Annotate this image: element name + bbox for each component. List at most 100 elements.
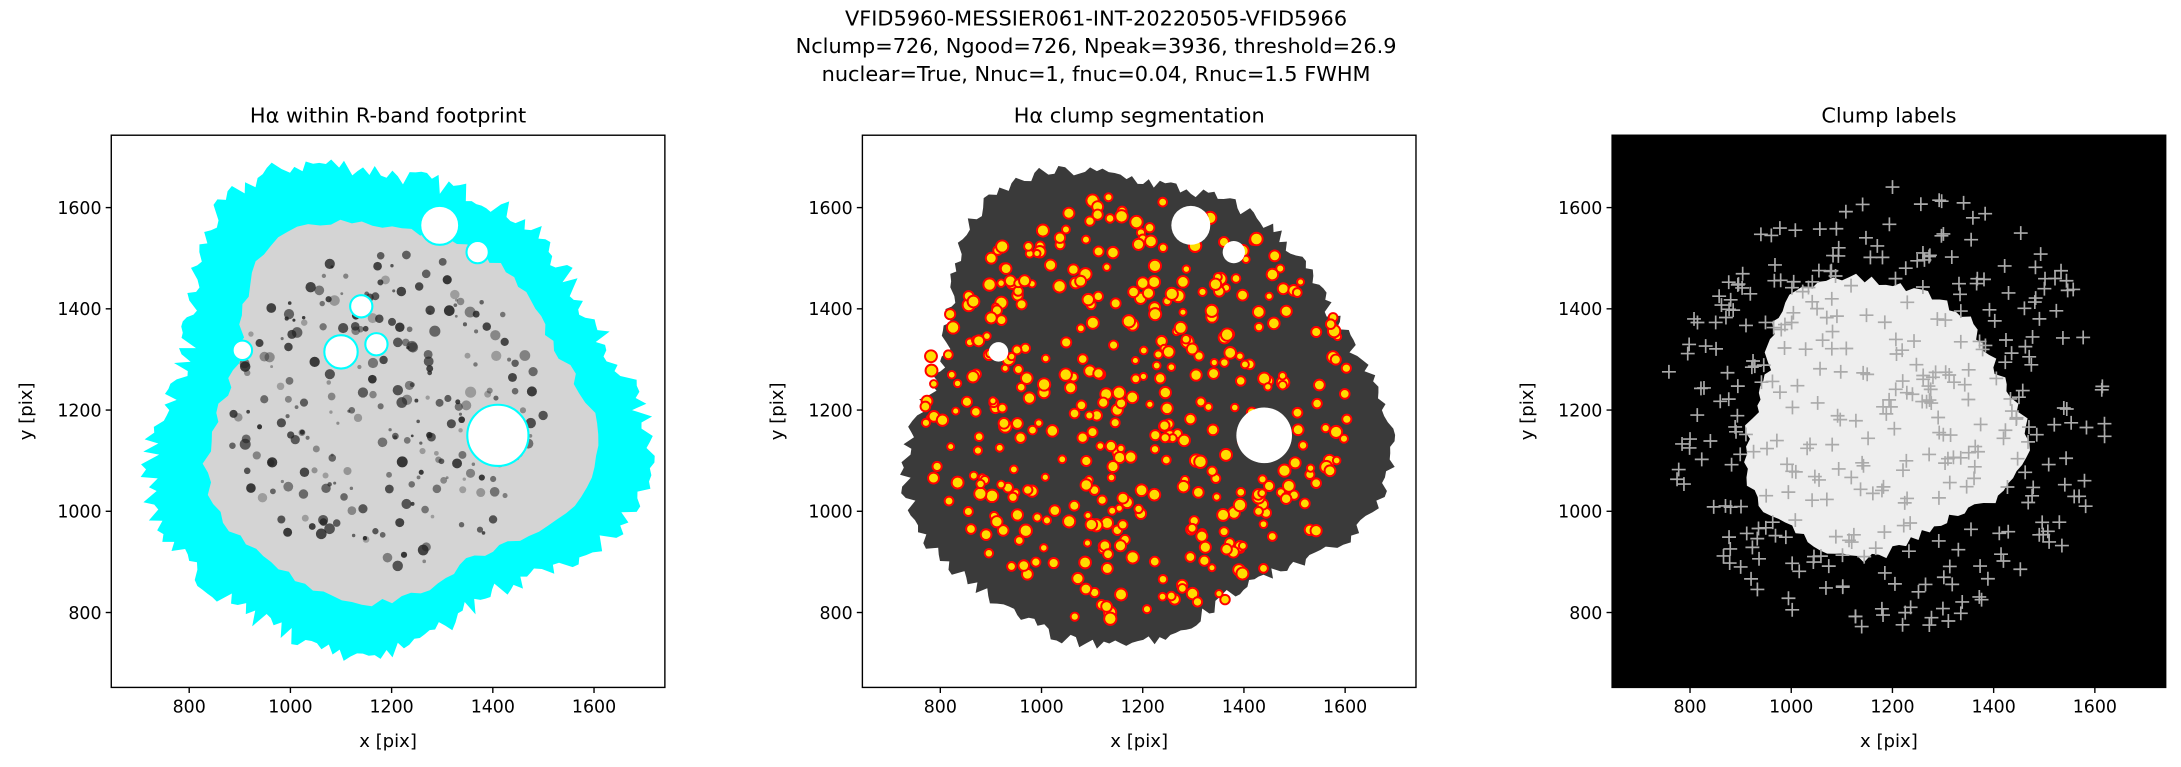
clump-label (1788, 513, 1803, 527)
hii-region (299, 467, 310, 477)
mask (1171, 205, 1211, 245)
clump (1147, 275, 1162, 289)
clump (1329, 353, 1342, 366)
clump-label (1835, 580, 1850, 595)
clump-label (2001, 285, 2016, 300)
clump-label (1901, 544, 1916, 559)
clump (1296, 277, 1306, 287)
hii-region (329, 295, 340, 306)
clump-label (1825, 324, 1840, 339)
clump (1176, 479, 1191, 494)
hii-region (285, 377, 294, 385)
mask (988, 342, 1009, 362)
hii-region (502, 493, 508, 499)
clump-label (1819, 492, 1834, 507)
clump (920, 417, 931, 428)
clump (1159, 432, 1171, 444)
clump-label (1830, 408, 1845, 423)
hii-region (438, 458, 445, 465)
y-tick-label: 800 (68, 604, 101, 624)
hii-region (353, 413, 363, 423)
clump (1071, 571, 1085, 586)
clump (1206, 423, 1220, 437)
clump-label (1961, 392, 1976, 407)
clump (1264, 291, 1274, 301)
clump (990, 515, 1004, 529)
clump-label (1918, 577, 1933, 592)
clump-label (2017, 301, 2032, 316)
x-tick-label: 1600 (572, 697, 616, 717)
hii-region (476, 526, 484, 533)
clump-label (1760, 441, 1774, 456)
mask (465, 239, 490, 265)
clump-label (1953, 334, 1968, 349)
hii-region (333, 481, 337, 485)
clump-label (1855, 455, 1870, 470)
clump (962, 506, 974, 517)
hii-region (430, 514, 435, 519)
clump-label (1790, 378, 1805, 393)
clump-label (1745, 540, 1760, 555)
clump-label (1844, 278, 1859, 293)
clump (1138, 371, 1148, 381)
hii-region (362, 535, 368, 541)
clump-label (1973, 559, 1988, 573)
hii-region (368, 374, 377, 384)
clump-label (1682, 337, 1697, 352)
hii-region (458, 522, 465, 528)
clump (1220, 542, 1233, 556)
clump (975, 478, 986, 490)
mask (364, 332, 389, 357)
clump-label (1947, 375, 1961, 390)
clump-label (1875, 250, 1890, 265)
hii-region (276, 418, 286, 428)
clump-label (1945, 577, 1960, 592)
clump (1058, 367, 1073, 382)
hii-region (490, 475, 497, 483)
clump-label (2042, 534, 2057, 549)
image (140, 159, 655, 661)
clump (1130, 373, 1142, 385)
hii-region (400, 551, 408, 558)
clump-label (1829, 309, 1844, 324)
clump-label (2018, 339, 2033, 354)
clump-label (1915, 280, 1930, 294)
clump (1193, 454, 1208, 469)
hii-region (246, 409, 250, 414)
hii-region (486, 387, 493, 394)
hii-region (229, 409, 238, 418)
clump (1305, 463, 1316, 473)
clump (931, 460, 943, 473)
figure-title: nuclear=True, Nnuc=1, fnuc=0.04, Rnuc=1.… (822, 62, 1371, 86)
clump (1076, 353, 1089, 365)
clump-label (2041, 457, 2056, 472)
hii-region (379, 355, 388, 365)
clump (973, 431, 985, 442)
hii-region (284, 342, 293, 352)
hii-region (393, 337, 403, 348)
clump-label (2026, 480, 2041, 495)
hii-region (373, 261, 382, 271)
clump (1092, 367, 1105, 380)
clump-label (1721, 275, 1736, 290)
hii-region (319, 300, 325, 307)
clump (972, 445, 984, 456)
clump (1136, 276, 1150, 290)
clump (1230, 273, 1242, 284)
clump-label (1859, 230, 1873, 245)
clump (1340, 362, 1352, 374)
clump-label (1909, 357, 1924, 372)
clump-label (2021, 420, 2036, 434)
clump (1257, 474, 1268, 485)
clump (1108, 339, 1120, 351)
clump-label (2004, 404, 2019, 418)
hii-region (410, 501, 415, 506)
clump-label (2076, 330, 2091, 345)
clump-label (1853, 482, 1868, 497)
clump-label (1895, 617, 1910, 632)
clump (1277, 371, 1288, 381)
clump (951, 406, 961, 416)
clump (919, 400, 932, 413)
hii-region (426, 365, 434, 373)
clump-label (2059, 451, 2074, 466)
